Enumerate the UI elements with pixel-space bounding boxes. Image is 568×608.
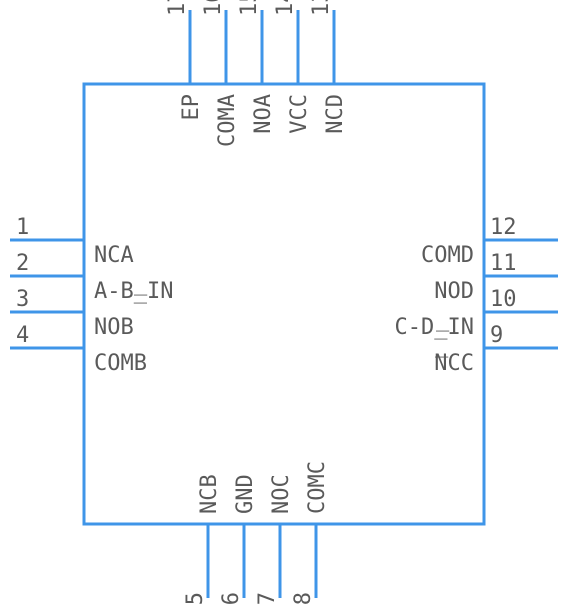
pin-number-13: 13 bbox=[309, 0, 334, 16]
pin-number-11: 11 bbox=[490, 251, 517, 276]
pin-number-4: 4 bbox=[16, 323, 29, 348]
pin-number-3: 3 bbox=[16, 287, 29, 312]
pin-label-11: NOD bbox=[434, 279, 474, 304]
pin-label-1: NCA bbox=[94, 243, 134, 268]
pin-label-12: COMD bbox=[421, 243, 474, 268]
pin-label-16: COMA bbox=[215, 94, 240, 147]
pin-label-2-overline: _ bbox=[134, 271, 148, 296]
pin-number-9: 9 bbox=[490, 323, 503, 348]
pin-number-8: 8 bbox=[291, 592, 316, 605]
pin-number-6: 6 bbox=[219, 592, 244, 605]
pin-label-13: NCD bbox=[323, 94, 348, 134]
pin-number-1: 1 bbox=[16, 215, 29, 240]
pin-label-8: COMC bbox=[305, 461, 330, 514]
pin-label-4: COMB bbox=[94, 351, 147, 376]
pin-label-15: NOA bbox=[251, 94, 276, 134]
pin-number-15: 15 bbox=[237, 0, 262, 16]
pin-number-10: 10 bbox=[490, 287, 517, 312]
pin-label-6: GND bbox=[233, 474, 258, 514]
pin-number-16: 16 bbox=[201, 0, 226, 16]
pin-label-7: NOC bbox=[269, 474, 294, 514]
pin-label-10-overline: _ bbox=[436, 307, 450, 332]
pin-label-14: VCC bbox=[287, 94, 312, 134]
pin-number-14: 14 bbox=[273, 0, 298, 16]
pin-number-17: 17 bbox=[165, 0, 190, 16]
pin-label-5: NCB bbox=[197, 474, 222, 514]
pin-label-3: NOB bbox=[94, 315, 134, 340]
pin-number-2: 2 bbox=[16, 251, 29, 276]
pin-number-5: 5 bbox=[183, 592, 208, 605]
pin-number-7: 7 bbox=[255, 592, 280, 605]
pin-number-12: 12 bbox=[490, 215, 517, 240]
pin-label-9-overline: _ bbox=[435, 333, 449, 358]
package-outline bbox=[84, 84, 484, 524]
pin-label-17: EP bbox=[179, 94, 204, 121]
ic-pinout-diagram: 1NCA2A-B_IN_3NOB4COMB12COMD11NOD10C-D_IN… bbox=[0, 0, 568, 608]
